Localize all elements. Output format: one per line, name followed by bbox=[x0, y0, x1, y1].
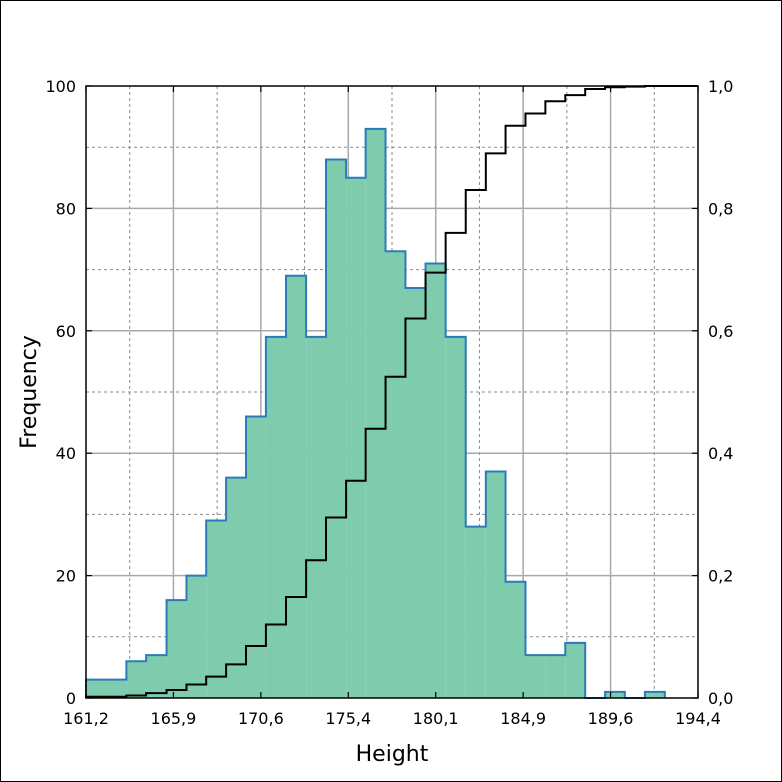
histogram-bar bbox=[86, 679, 127, 698]
y-tick-label: 20 bbox=[56, 567, 76, 586]
x-tick-label: 170,6 bbox=[238, 709, 284, 728]
histogram-bar bbox=[644, 691, 665, 698]
histogram-bar bbox=[286, 275, 307, 698]
y-tick-label: 40 bbox=[56, 444, 76, 463]
histogram-bar bbox=[485, 471, 506, 698]
x-tick-label: 189,6 bbox=[588, 709, 634, 728]
x-axis-title: Height bbox=[356, 742, 429, 767]
histogram-bar bbox=[405, 287, 426, 698]
histogram-outline bbox=[85, 127, 666, 699]
x-tick-label: 165,9 bbox=[151, 709, 197, 728]
y-tick-label: 0 bbox=[66, 689, 76, 708]
y-tick-label: 100 bbox=[45, 77, 76, 96]
x-tick-label: 180,1 bbox=[413, 709, 459, 728]
y2-tick-label: 0,8 bbox=[708, 199, 733, 218]
y2-tick-label: 0,2 bbox=[708, 567, 733, 586]
cumulative-line bbox=[85, 85, 698, 698]
histogram-bar bbox=[425, 263, 446, 698]
histogram-bar bbox=[465, 526, 486, 698]
x-tick-label: 194,4 bbox=[675, 709, 721, 728]
histogram-bar bbox=[126, 661, 147, 698]
histogram-bar bbox=[306, 336, 327, 698]
histogram-bar bbox=[265, 336, 287, 698]
plot-area-border bbox=[85, 85, 699, 699]
histogram-bar bbox=[246, 416, 266, 698]
x-tick-labels: 161,2 165,9 170,6 175,4 180,1 184,9 189,6 194,4 bbox=[63, 709, 721, 728]
histogram-bar bbox=[186, 575, 207, 698]
histogram-bar bbox=[346, 177, 366, 699]
histogram-bar bbox=[226, 477, 247, 698]
histogram-bar bbox=[385, 251, 406, 699]
y-tick-label: 80 bbox=[56, 199, 76, 218]
y2-tick-labels: 0,0 0,2 0,4 0,6 0,8 1,0 bbox=[708, 77, 733, 708]
histogram-bars bbox=[85, 127, 666, 699]
y-tick-labels: 0 20 40 60 80 100 bbox=[45, 77, 76, 708]
histogram-bar bbox=[545, 655, 566, 698]
y-tick-label: 60 bbox=[56, 322, 76, 341]
y2-tick-label: 0,4 bbox=[708, 444, 733, 463]
histogram-bar bbox=[365, 128, 386, 699]
histogram-bar bbox=[206, 520, 227, 698]
x-tick-label: 161,2 bbox=[63, 709, 109, 728]
y2-tick-label: 1,0 bbox=[708, 77, 733, 96]
histogram-bar bbox=[326, 159, 347, 698]
histogram-bar bbox=[146, 655, 167, 698]
y2-tick-label: 0,0 bbox=[708, 689, 733, 708]
histogram-bar bbox=[166, 600, 187, 698]
histogram-bar bbox=[505, 581, 526, 698]
histogram-bar bbox=[605, 691, 625, 698]
y-axis-title: Frequency bbox=[17, 335, 42, 449]
histogram-bar bbox=[525, 655, 546, 698]
x-tick-label: 175,4 bbox=[325, 709, 371, 728]
y2-tick-label: 0,6 bbox=[708, 322, 733, 341]
x-tick-label: 184,9 bbox=[500, 709, 546, 728]
histogram-bar bbox=[445, 336, 466, 698]
histogram-bar bbox=[565, 642, 586, 698]
